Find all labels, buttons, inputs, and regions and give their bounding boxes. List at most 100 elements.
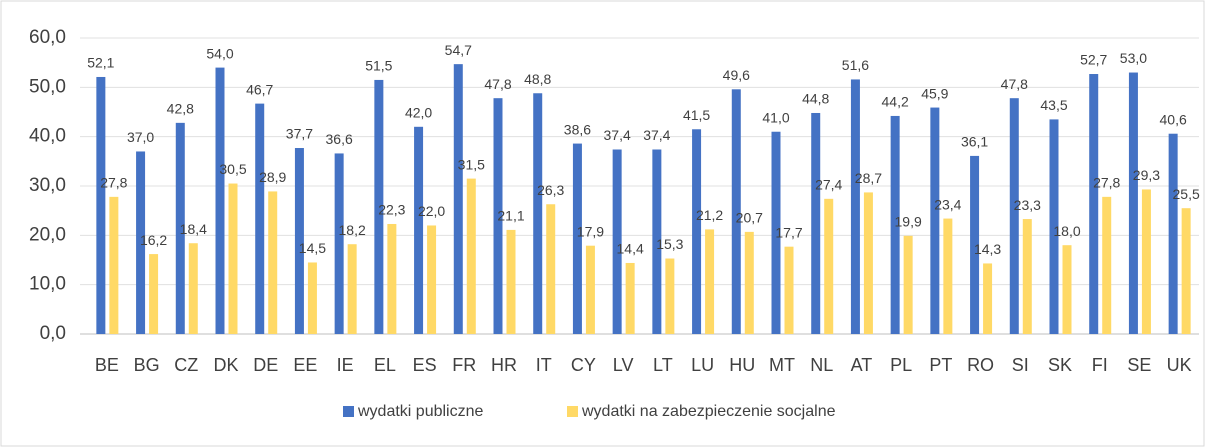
data-label: 18,2 [339, 222, 366, 238]
bar [1181, 208, 1191, 334]
bar [824, 198, 834, 334]
x-tick-label: RO [967, 355, 994, 375]
bar [771, 131, 781, 334]
bar [493, 98, 503, 334]
legend-label: wydatki publiczne [357, 403, 484, 420]
y-tick-label: 40,0 [29, 126, 66, 147]
bar [692, 129, 702, 334]
data-label: 30,5 [219, 161, 246, 177]
data-label: 17,9 [577, 223, 604, 239]
bar [1062, 245, 1072, 334]
y-tick-label: 20,0 [29, 224, 66, 245]
bar [546, 204, 556, 334]
x-tick-label: EL [374, 355, 396, 375]
data-label: 44,2 [882, 94, 909, 110]
y-tick-label: 60,0 [29, 27, 66, 48]
data-label: 53,0 [1120, 50, 1147, 66]
bar [850, 79, 860, 334]
x-tick-label: HU [729, 355, 755, 375]
data-label: 26,3 [537, 182, 564, 198]
x-tick-label: FR [452, 355, 476, 375]
bar [334, 153, 344, 334]
bar [1022, 219, 1032, 334]
bar [1168, 133, 1178, 334]
data-label: 25,5 [1173, 186, 1200, 202]
x-tick-label: FI [1092, 355, 1108, 375]
bar [1049, 119, 1059, 335]
x-tick-label: DE [253, 355, 278, 375]
x-tick-label: PT [929, 355, 952, 375]
data-label: 47,8 [1001, 76, 1028, 92]
bar [466, 178, 476, 334]
bar [294, 148, 304, 334]
data-label: 38,6 [564, 121, 591, 137]
bar [1089, 74, 1099, 334]
bar [744, 231, 754, 334]
x-tick-label: DK [213, 355, 238, 375]
data-label: 54,7 [445, 42, 472, 58]
bar [943, 218, 953, 334]
data-label: 20,7 [736, 210, 763, 226]
bar [705, 229, 715, 334]
data-label: 51,5 [365, 58, 392, 74]
y-tick-label: 0,0 [40, 323, 66, 344]
bar [863, 192, 873, 334]
x-tick-label: IT [536, 355, 552, 375]
data-label: 27,8 [100, 175, 127, 191]
bar [731, 89, 741, 334]
x-tick-label: LV [613, 355, 634, 375]
x-tick-label: SE [1127, 355, 1151, 375]
bar [1009, 98, 1019, 334]
x-tick-label: EE [293, 355, 317, 375]
data-label: 37,0 [127, 129, 154, 145]
data-label: 27,8 [1093, 175, 1120, 191]
legend-swatch [343, 406, 354, 417]
data-label: 18,4 [180, 221, 207, 237]
bar [811, 112, 821, 334]
bar [612, 149, 622, 334]
x-tick-label: HR [491, 355, 517, 375]
data-label: 37,4 [604, 127, 631, 143]
bar [268, 191, 278, 334]
bar [533, 93, 543, 335]
data-label: 29,3 [1133, 167, 1160, 183]
bar [652, 149, 662, 334]
bar [1128, 72, 1138, 335]
y-tick-label: 30,0 [29, 175, 66, 196]
bar [109, 196, 119, 334]
data-label: 14,4 [617, 241, 644, 257]
bar [983, 263, 993, 334]
bar [255, 103, 265, 334]
x-tick-label: ES [413, 355, 437, 375]
bar [903, 235, 913, 334]
data-label: 27,4 [815, 177, 842, 193]
bar [890, 115, 900, 335]
x-tick-label: CY [571, 355, 596, 375]
bar [307, 262, 317, 334]
data-label: 41,5 [683, 107, 710, 123]
y-tick-label: 10,0 [29, 274, 66, 295]
bar [665, 258, 675, 334]
data-label: 17,7 [775, 224, 802, 240]
bar [188, 243, 198, 334]
legend-label: wydatki na zabezpieczenie socjalne [581, 403, 836, 420]
bar [1102, 196, 1112, 334]
data-label: 52,7 [1080, 52, 1107, 68]
bar [1141, 189, 1151, 334]
bar [215, 67, 225, 334]
data-label: 21,1 [497, 208, 524, 224]
x-tick-label: BG [134, 355, 160, 375]
data-label: 28,7 [855, 170, 882, 186]
data-label: 14,3 [974, 241, 1001, 257]
bar [96, 76, 106, 335]
bar [387, 223, 397, 334]
data-label: 52,1 [87, 55, 114, 71]
data-label: 19,9 [895, 214, 922, 230]
x-tick-label: PL [890, 355, 912, 375]
bar [625, 262, 635, 334]
data-label: 48,8 [524, 71, 551, 87]
data-label: 16,2 [140, 232, 167, 248]
bar [414, 126, 424, 334]
